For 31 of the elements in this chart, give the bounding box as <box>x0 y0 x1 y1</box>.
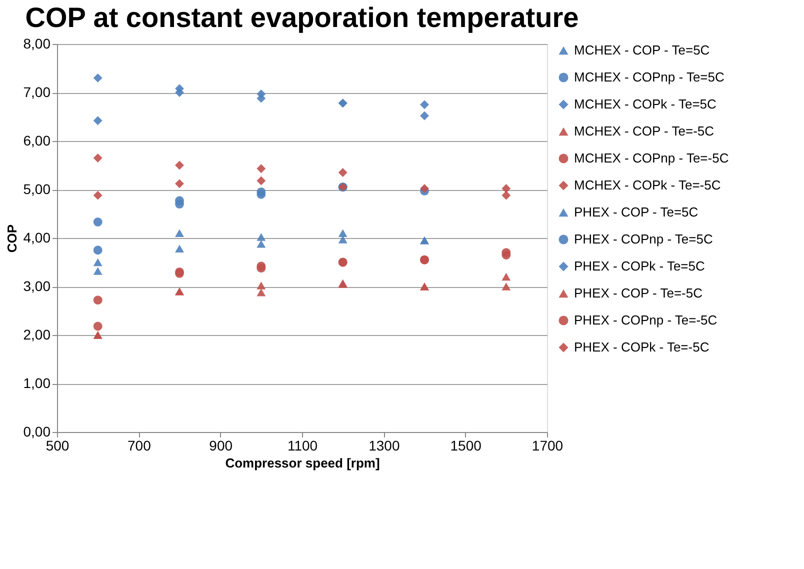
chart-title: COP at constant evaporation temperature <box>25 2 579 33</box>
legend-label: MCHEX - COPnp - Te=-5C <box>574 150 729 166</box>
y-tick-label: 1,00 <box>23 375 51 391</box>
legend-label: MCHEX - COP - Te=-5C <box>574 124 714 138</box>
legend-label: MCHEX - COPk - Te=-5C <box>574 178 721 192</box>
x-tick-label: 900 <box>209 438 233 454</box>
y-tick-label: 0,00 <box>23 424 51 440</box>
y-tick-label: 7,00 <box>23 84 51 100</box>
x-axis-title: Compressor speed [rpm] <box>225 456 380 470</box>
x-tick-label: 700 <box>127 438 152 454</box>
x-tick-label: 500 <box>46 438 70 454</box>
legend-label: MCHEX - COPnp - Te=5C <box>574 70 724 84</box>
legend-label: PHEX - COP - Te=5C <box>574 204 698 220</box>
y-tick-label: 5,00 <box>23 181 51 197</box>
legend-label: PHEX - COP - Te=-5C <box>574 286 702 300</box>
legend-label: MCHEX - COP - Te=5C <box>574 42 710 58</box>
legend-label: PHEX - COPnp - Te=5C <box>574 232 713 246</box>
x-tick-label: 1300 <box>368 438 400 454</box>
x-tick-label: 1100 <box>287 438 318 454</box>
legend-label: PHEX - COPk - Te=-5C <box>574 340 710 354</box>
y-tick-label: 8,00 <box>23 36 51 52</box>
x-tick-label: 1700 <box>532 438 564 454</box>
legend-label: MCHEX - COPk - Te=5C <box>574 96 716 112</box>
y-tick-label: 2,00 <box>23 326 51 342</box>
legend-label: PHEX - COPk - Te=5C <box>574 258 705 274</box>
y-axis-title: COP <box>4 224 20 253</box>
legend-label: PHEX - COPnp - Te=-5C <box>574 312 718 328</box>
y-tick-label: 6,00 <box>23 132 51 148</box>
x-tick-label: 1500 <box>450 438 482 454</box>
y-tick-label: 3,00 <box>23 278 51 294</box>
y-tick-label: 4,00 <box>23 230 51 246</box>
